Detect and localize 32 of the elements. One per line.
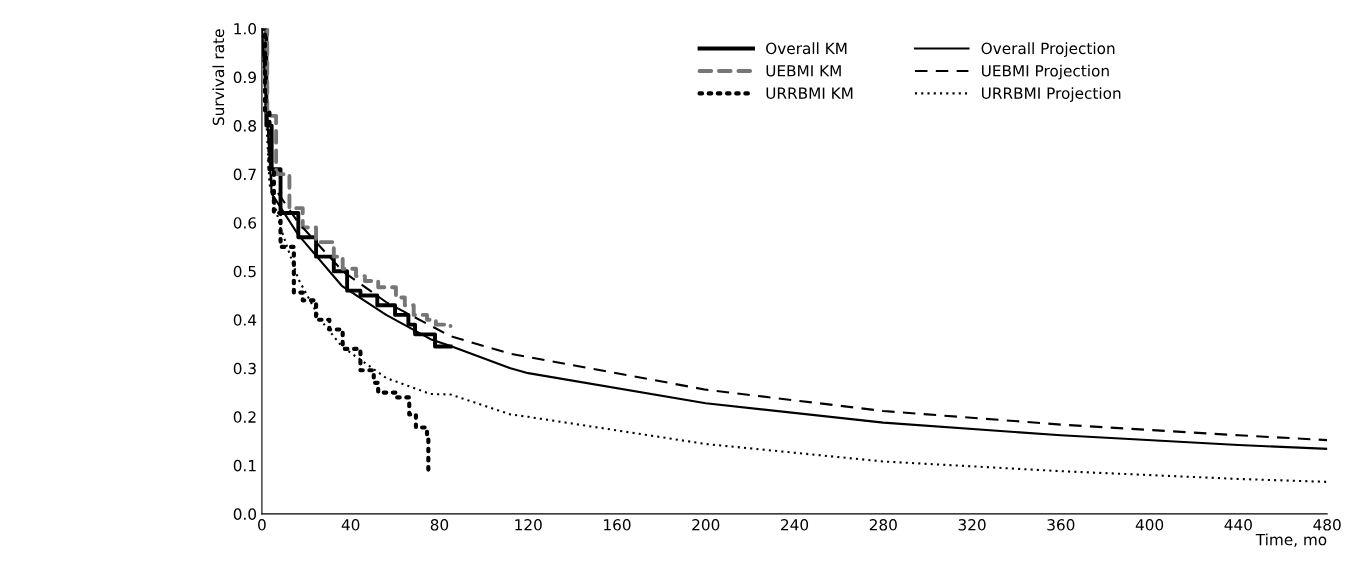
legend-label: URRBMI KM [766,87,853,99]
x-tick-label: 320 [958,519,986,531]
legend-label: Overall KM [766,42,847,55]
x-tick-label: 440 [1224,519,1252,531]
x-tick-label: 200 [692,519,720,531]
x-tick-label: 160 [604,519,631,531]
y-tick-label: 0.5 [233,265,256,278]
y-tick-label: 0.0 [233,508,257,520]
x-tick-label: 240 [781,519,809,531]
x-tick-label: 480 [1313,519,1341,531]
y-tick-label: 1.0 [234,23,257,35]
legend-label: UEBMI Projection [982,64,1109,80]
x-tick-label: 400 [1135,519,1164,531]
x-tick-label: 40 [341,519,360,531]
legend-label: UEBMI KM [766,65,841,77]
x-tick-label: 280 [869,519,897,531]
y-tick-label: 0.4 [233,314,257,326]
x-tick-label: 80 [430,519,449,531]
x-axis-title: Time, mo [1255,533,1327,547]
y-tick-label: 0.1 [233,459,256,472]
y-tick-label: 0.8 [233,120,256,132]
y-axis-title: Survival rate [212,29,225,126]
legend-label: URRBMI Projection [982,87,1121,102]
y-tick-label: 0.6 [233,217,257,229]
y-tick-label: 0.2 [233,411,256,423]
legend-label: Overall Projection [981,42,1115,58]
y-tick-label: 0.9 [233,71,256,84]
x-tick-label: 0 [258,519,266,531]
y-tick-label: 0.7 [233,168,256,181]
y-tick-label: 0.3 [233,362,256,375]
x-tick-label: 120 [515,519,542,531]
x-tick-label: 360 [1047,519,1075,531]
